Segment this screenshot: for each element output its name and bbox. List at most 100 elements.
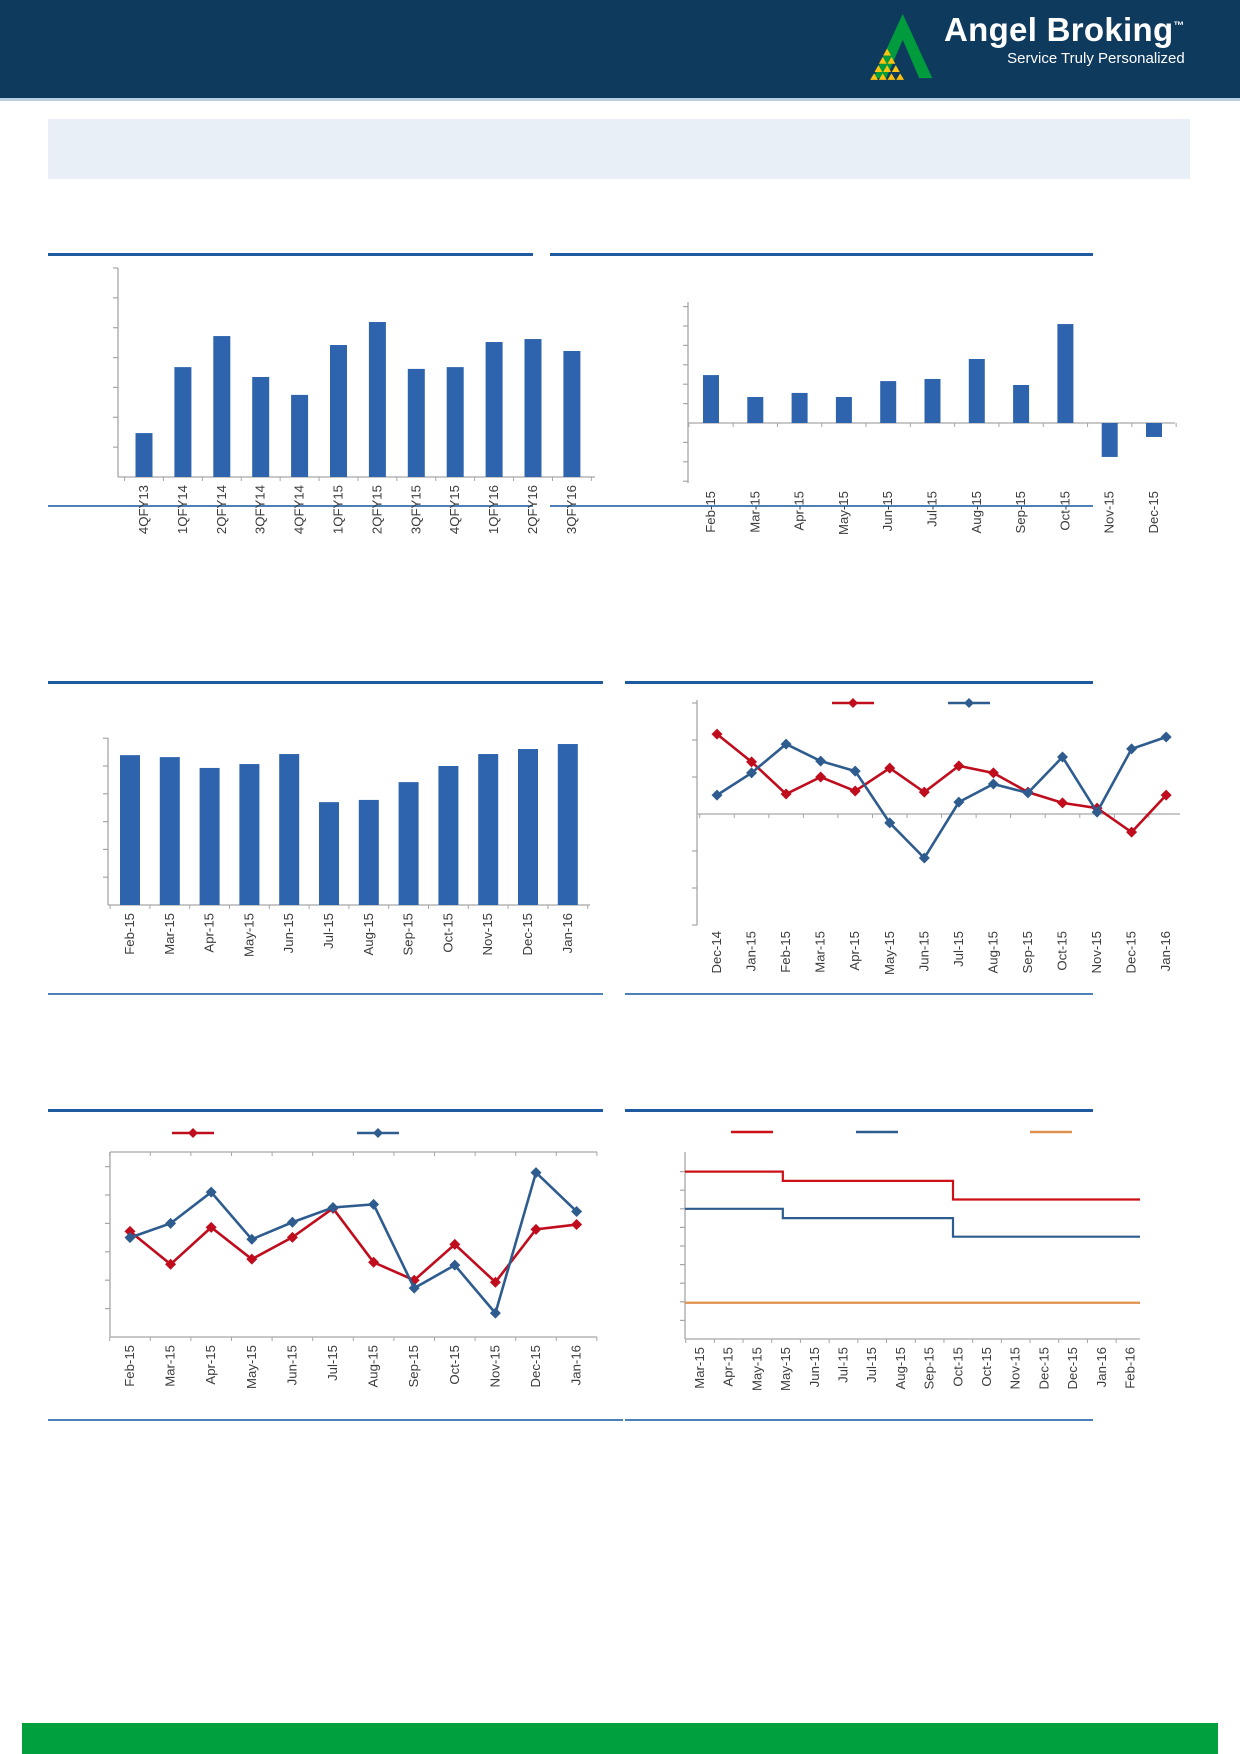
section-rule-bottom-left-row1	[48, 505, 533, 507]
bar-Feb-15	[120, 755, 140, 905]
section-rule-bottom-right-row3	[625, 1419, 1093, 1421]
x-label-2QFY14: 2QFY14	[214, 485, 229, 534]
bars	[120, 744, 578, 905]
monthly-bar-chart-with-negatives-svg: Feb-15 Mar-15 Apr-15 May-15 Jun-15 Jul-15 Aug-…	[683, 302, 1177, 535]
x-label-Apr-15: Apr-15	[792, 491, 807, 531]
blue-series-marker-Nov-15	[1091, 806, 1103, 818]
x-axis-labels: Dec-14 Jan-15 Feb-15 Mar-15 Apr-15 May-15 Jun-…	[709, 931, 1173, 975]
angel-broking-logo: Angel Broking™ Service Truly Personalize…	[868, 11, 1185, 81]
red-series-marker-Jul-15	[953, 760, 965, 772]
x-label-4QFY14: 4QFY14	[292, 485, 307, 534]
bar-Apr-15	[791, 392, 808, 423]
x-label-Dec-15: Dec-15	[1146, 491, 1161, 534]
bar-May-15	[835, 397, 852, 423]
x-label-Nov-15: Nov-15	[1102, 491, 1117, 534]
x-label-Apr-15: Apr-15	[721, 1347, 736, 1387]
blue-series-marker-Apr-15	[849, 765, 861, 777]
bar-Mar-15	[159, 757, 180, 905]
bar-Jun-15	[880, 381, 897, 423]
section-rule-top-left-row3	[48, 1109, 603, 1112]
x-label-Dec-15: Dec-15	[1036, 1347, 1051, 1390]
x-label-Mar-15: Mar-15	[813, 931, 828, 973]
dual-line-chart-signed-svg: Dec-14 Jan-15 Feb-15 Mar-15 Apr-15 May-15 Jun-…	[692, 698, 1180, 975]
x-label-Aug-15: Aug-15	[985, 931, 1000, 974]
section-rule-top-left	[48, 253, 533, 256]
x-label-Oct-15: Oct-15	[1055, 931, 1070, 971]
x-label-Oct-15: Oct-15	[440, 913, 455, 953]
x-label-Oct-15: Oct-15	[950, 1347, 965, 1387]
summary-panel	[48, 119, 1190, 179]
x-label-Jul-15: Jul-15	[925, 491, 940, 527]
blue-series-marker-Nov-15	[489, 1307, 501, 1319]
x-label-Jun-15: Jun-15	[916, 931, 931, 971]
red-series-marker-Jun-15	[286, 1231, 298, 1243]
x-axis-labels: Mar-15 Apr-15 May-15 May-15 Jun-15 Jul-15 Jul-…	[692, 1347, 1138, 1391]
red-series-line	[716, 733, 1168, 834]
x-label-Feb-16: Feb-16	[1123, 1347, 1138, 1389]
red-series-marker-Feb-15	[124, 1225, 136, 1237]
x-label-2QFY15: 2QFY15	[369, 485, 384, 534]
red-series-marker-Aug-15	[368, 1256, 380, 1268]
red-series-marker-Aug-15	[987, 767, 999, 779]
section-rule-bottom-right-row1	[550, 505, 1093, 507]
legend	[172, 1128, 399, 1138]
x-label-1QFY15: 1QFY15	[331, 485, 346, 534]
x-label-Mar-15: Mar-15	[747, 491, 762, 533]
legend-swatch-marker	[964, 698, 974, 708]
section-rule-bottom-left-row3	[48, 1419, 623, 1421]
red-series-marker-Mar-15	[815, 771, 827, 783]
blue-series-marker-May-15	[246, 1233, 258, 1245]
x-label-Nov-15: Nov-15	[480, 913, 495, 956]
x-label-Apr-15: Apr-15	[847, 931, 862, 971]
x-axis-labels: Feb-15 Mar-15 Apr-15 May-15 Jun-15 Jul-15 Aug-…	[703, 491, 1161, 535]
bar-Oct-15	[438, 766, 459, 905]
blue-series-marker-Dec-14	[711, 789, 723, 801]
x-label-Sep-15: Sep-15	[1013, 491, 1028, 534]
bar-3QFY14	[252, 376, 270, 477]
x-label-Mar-15: Mar-15	[692, 1347, 707, 1389]
x-label-2QFY16: 2QFY16	[525, 485, 540, 534]
logo-text-block: Angel Broking™ Service Truly Personalize…	[944, 11, 1185, 67]
bars	[703, 324, 1162, 457]
section-rule-top-right-row3	[625, 1109, 1093, 1112]
red-series-marker-May-15	[884, 762, 896, 774]
x-label-4QFY15: 4QFY15	[447, 485, 462, 534]
bar-Sep-15	[1013, 384, 1030, 423]
red-series-line	[129, 1206, 577, 1285]
red-series-marker-Dec-15	[1126, 826, 1138, 838]
x-axis-labels: Feb-15 Mar-15 Apr-15 May-15 Jun-15 Jul-15 Aug-…	[122, 913, 575, 957]
x-label-Jul-15: Jul-15	[321, 913, 336, 949]
bar-1QFY14	[174, 367, 192, 477]
blue-series-marker-Dec-15	[530, 1167, 542, 1179]
bar-4QFY14	[291, 394, 309, 477]
x-label-Feb-15: Feb-15	[122, 1345, 137, 1387]
chart-dual-line-monthly: Feb-15 Mar-15 Apr-15 May-15 Jun-15 Jul-15 Aug-…	[92, 1120, 602, 1418]
x-label-Feb-15: Feb-15	[703, 491, 718, 533]
bar-Apr-15	[199, 767, 220, 905]
blue-series-marker-Aug-15	[987, 778, 999, 790]
x-label-Sep-15: Sep-15	[406, 1345, 421, 1388]
bar-1QFY16	[485, 342, 503, 477]
x-label-May-15: May-15	[836, 491, 851, 535]
bar-Jun-15	[279, 754, 300, 905]
blue-series-marker-May-15	[884, 817, 896, 829]
bar-1QFY15	[330, 345, 347, 477]
x-label-Aug-15: Aug-15	[366, 1345, 381, 1388]
x-label-Jul-15: Jul-15	[325, 1345, 340, 1381]
bar-3QFY16	[563, 350, 581, 477]
red-series-marker-Jun-15	[918, 786, 930, 798]
x-label-May-15: May-15	[749, 1347, 764, 1391]
chart-monthly-bar-signed: Feb-15 Mar-15 Apr-15 May-15 Jun-15 Jul-15 Aug-…	[660, 290, 1190, 558]
x-label-Oct-15: Oct-15	[1057, 491, 1072, 531]
x-label-Jun-15: Jun-15	[281, 913, 296, 953]
x-label-Nov-15: Nov-15	[487, 1345, 502, 1388]
chart-dual-line-signed: Dec-14 Jan-15 Feb-15 Mar-15 Apr-15 May-15 Jun-…	[660, 693, 1190, 998]
blue-series-marker-Dec-15	[1126, 743, 1138, 755]
monthly-level-bar-chart-svg: Feb-15 Mar-15 Apr-15 May-15 Jun-15 Jul-15 Aug-…	[103, 737, 590, 957]
red-series-marker-May-15	[246, 1253, 258, 1265]
bar-2QFY14	[213, 336, 231, 477]
red-series-marker-Dec-15	[530, 1223, 542, 1235]
bar-May-15	[239, 764, 260, 905]
x-axis-labels: 4QFY13 1QFY14 2QFY14 3QFY14 4QFY14 1QFY15 2QFY…	[136, 485, 579, 534]
x-label-1QFY16: 1QFY16	[486, 485, 501, 534]
